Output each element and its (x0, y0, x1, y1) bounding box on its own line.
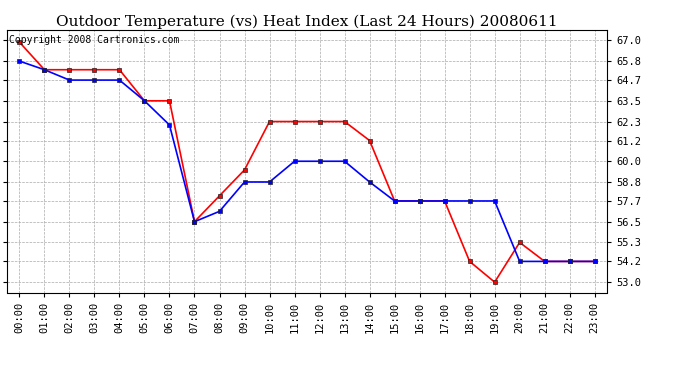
Title: Outdoor Temperature (vs) Heat Index (Last 24 Hours) 20080611: Outdoor Temperature (vs) Heat Index (Las… (57, 15, 558, 29)
Text: Copyright 2008 Cartronics.com: Copyright 2008 Cartronics.com (9, 35, 179, 45)
